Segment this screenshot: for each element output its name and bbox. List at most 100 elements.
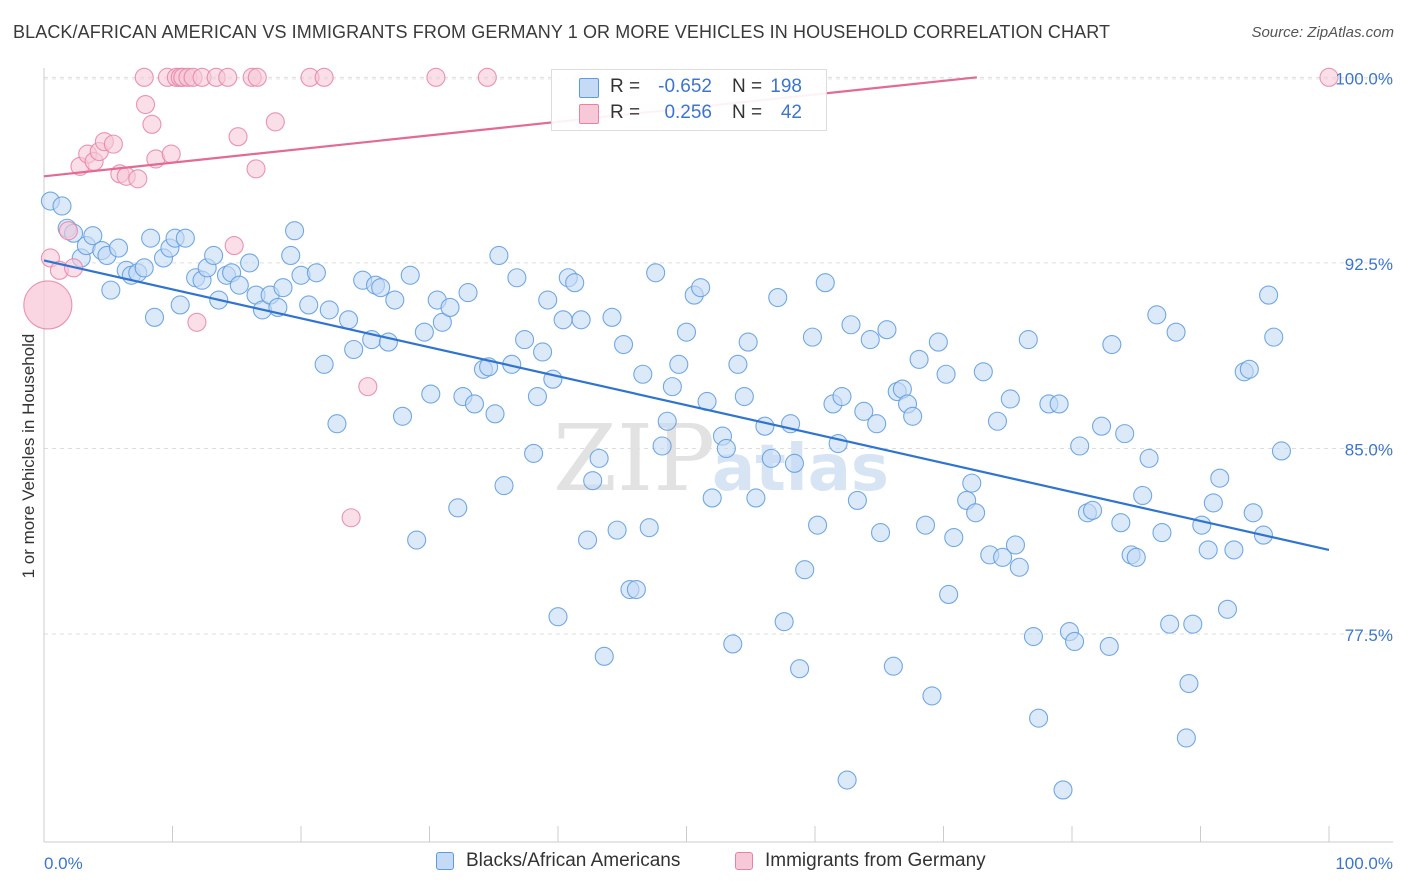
point-germany bbox=[161, 144, 181, 164]
point-blacks bbox=[407, 530, 427, 550]
stats-n-value: 198 bbox=[770, 76, 802, 97]
point-blacks bbox=[639, 518, 659, 538]
point-blacks bbox=[877, 320, 897, 340]
legend-item-germany[interactable]: Immigrants from Germany bbox=[735, 850, 986, 872]
stats-n-label: N = bbox=[732, 102, 763, 123]
point-blacks bbox=[1217, 599, 1238, 619]
point-blacks bbox=[790, 659, 810, 679]
x-tick-label: 100.0% bbox=[1335, 854, 1393, 873]
stats-r-value: 0.256 bbox=[664, 102, 712, 123]
point-blacks bbox=[841, 315, 861, 335]
point-blacks bbox=[755, 416, 775, 436]
point-blacks bbox=[392, 406, 413, 426]
point-blacks bbox=[832, 386, 852, 407]
point-blacks bbox=[134, 258, 154, 278]
point-blacks bbox=[440, 297, 460, 317]
point-blacks bbox=[108, 238, 129, 258]
point-blacks bbox=[204, 245, 224, 266]
legend-swatch-blacks bbox=[436, 852, 454, 870]
point-blacks bbox=[1176, 728, 1196, 748]
point-blacks bbox=[1053, 780, 1073, 800]
point-blacks bbox=[607, 520, 627, 540]
legend-item-blacks[interactable]: Blacks/African Americans bbox=[436, 850, 680, 872]
point-blacks bbox=[602, 307, 622, 327]
point-blacks bbox=[1152, 523, 1172, 543]
point-blacks bbox=[860, 330, 880, 350]
point-blacks bbox=[273, 278, 293, 298]
stats-n-label: N = bbox=[732, 76, 763, 97]
point-blacks bbox=[548, 607, 568, 627]
point-blacks bbox=[464, 394, 485, 414]
point-blacks bbox=[1210, 468, 1230, 488]
stats-r-value: -0.652 bbox=[658, 76, 712, 97]
point-germany bbox=[246, 159, 266, 179]
point-blacks bbox=[1259, 285, 1279, 305]
point-germany bbox=[477, 67, 497, 87]
point-germany bbox=[134, 67, 154, 87]
point-germany bbox=[224, 236, 244, 256]
point-blacks bbox=[633, 364, 653, 384]
point-blacks bbox=[314, 354, 334, 374]
point-blacks bbox=[553, 310, 573, 330]
point-blacks bbox=[306, 263, 326, 283]
point-blacks bbox=[229, 275, 249, 295]
point-blacks bbox=[1070, 436, 1090, 456]
chart-source: Source: ZipAtlas.com bbox=[1251, 24, 1394, 41]
point-blacks bbox=[723, 634, 743, 654]
point-blacks bbox=[170, 295, 190, 315]
point-germany bbox=[103, 134, 123, 154]
point-blacks bbox=[847, 490, 867, 510]
point-blacks bbox=[802, 327, 822, 347]
point-blacks bbox=[944, 528, 964, 548]
point-blacks bbox=[646, 263, 666, 283]
point-germany bbox=[247, 67, 267, 87]
stats-swatch-germany bbox=[579, 104, 599, 124]
point-blacks bbox=[515, 330, 535, 350]
point-blacks bbox=[338, 310, 359, 330]
point-blacks bbox=[1203, 493, 1223, 513]
point-blacks bbox=[1005, 535, 1026, 555]
point-blacks bbox=[1092, 416, 1112, 436]
point-blacks bbox=[1147, 305, 1167, 325]
point-blacks bbox=[1126, 547, 1146, 567]
point-blacks bbox=[1099, 636, 1119, 656]
point-blacks bbox=[432, 312, 452, 332]
data-points bbox=[23, 67, 1339, 800]
point-blacks bbox=[1271, 441, 1292, 461]
point-blacks bbox=[870, 523, 891, 543]
point-germany bbox=[228, 127, 248, 147]
point-blacks bbox=[507, 268, 527, 288]
legend-label-blacks: Blacks/African Americans bbox=[466, 850, 681, 871]
point-germany bbox=[358, 377, 378, 397]
point-blacks bbox=[1065, 631, 1085, 652]
point-blacks bbox=[524, 443, 544, 463]
point-blacks bbox=[400, 265, 420, 285]
trendline-blacks bbox=[43, 259, 1330, 551]
point-blacks bbox=[1115, 424, 1135, 444]
stats-r-label: R = bbox=[610, 76, 641, 97]
point-blacks bbox=[299, 295, 319, 315]
point-blacks bbox=[385, 290, 405, 310]
point-blacks bbox=[657, 411, 677, 431]
point-blacks bbox=[746, 488, 766, 508]
point-blacks bbox=[738, 332, 758, 352]
point-blacks bbox=[962, 473, 982, 493]
point-blacks bbox=[527, 386, 547, 407]
point-blacks bbox=[1029, 708, 1049, 728]
point-blacks bbox=[909, 349, 929, 369]
point-blacks bbox=[494, 476, 514, 496]
point-blacks bbox=[578, 530, 598, 550]
stats-swatch-blacks bbox=[579, 78, 599, 98]
point-blacks bbox=[1183, 614, 1203, 634]
point-blacks bbox=[1111, 513, 1131, 533]
point-blacks bbox=[734, 386, 754, 407]
point-blacks bbox=[815, 273, 835, 293]
stats-box: R = -0.652 N = 198 R = 0.256 N = 42 bbox=[551, 69, 827, 131]
point-blacks bbox=[716, 438, 736, 459]
point-blacks bbox=[939, 584, 959, 605]
point-blacks bbox=[993, 547, 1013, 567]
legend-label-germany: Immigrants from Germany bbox=[765, 850, 986, 871]
point-blacks bbox=[728, 354, 748, 374]
point-blacks bbox=[922, 686, 942, 706]
